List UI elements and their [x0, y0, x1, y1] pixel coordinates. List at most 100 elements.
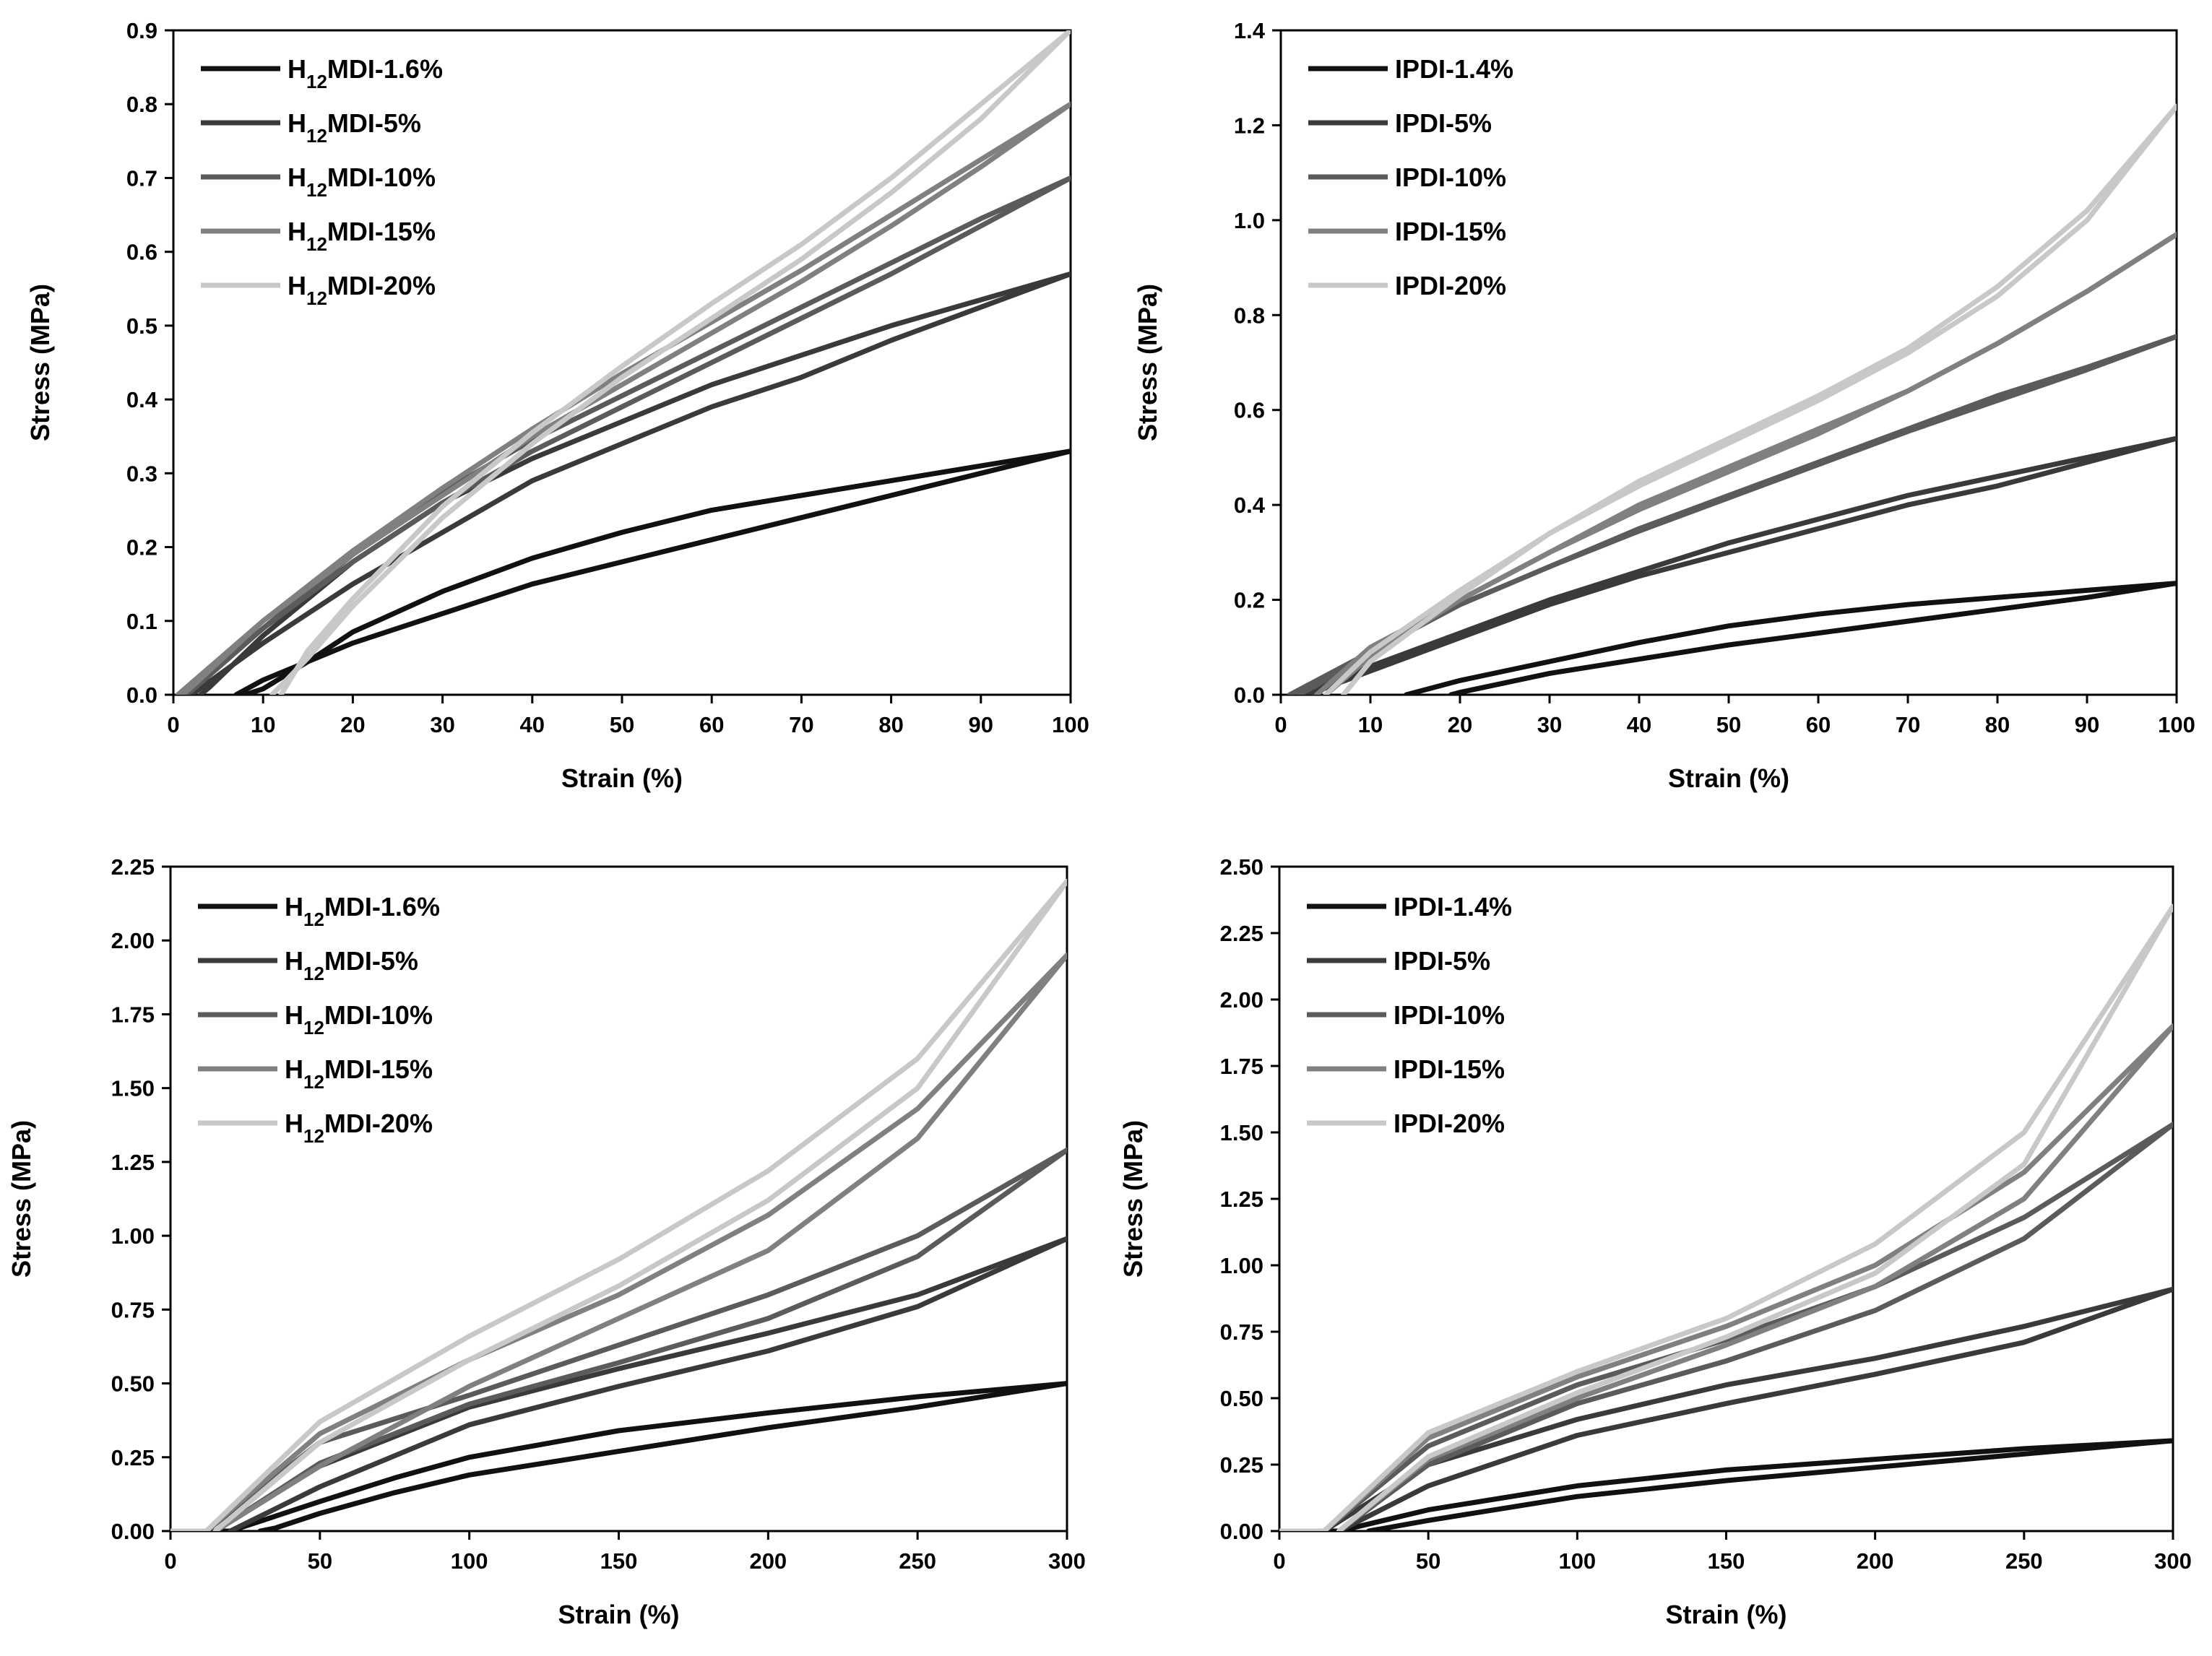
x-tick-label: 80: [1985, 712, 2010, 737]
legend-label: H12MDI-10%: [288, 162, 436, 201]
chart-svg: 0 10 20 30 40 50 60 70 80 90 100 0.0 0.1 0.2 0.3 0.4 0.5…: [25, 18, 1089, 793]
y-tick-label: 0.75: [111, 1297, 155, 1322]
x-tick-label: 300: [1048, 1548, 1086, 1574]
x-tick-label: 90: [969, 712, 993, 737]
legend-label: H12MDI-15%: [288, 217, 436, 255]
y-tick-label: 0.00: [1220, 1519, 1263, 1544]
legend-label: IPDI-10%: [1395, 162, 1506, 192]
series-line-unloading: [257, 1381, 1067, 1531]
y-tick-label: 0.25: [1220, 1452, 1263, 1478]
x-tick-label: 150: [1708, 1548, 1745, 1574]
x-tick-label: 0: [164, 1548, 176, 1574]
series-line-unloading: [1296, 334, 2177, 695]
series-line-loading: [179, 175, 1071, 695]
y-tick-label: 0.4: [1234, 493, 1266, 518]
x-tick-label: 90: [2075, 712, 2099, 737]
y-tick-label: 2.50: [1220, 854, 1263, 880]
series-line-loading: [1279, 1438, 2173, 1531]
legend-label: IPDI-20%: [1394, 1109, 1505, 1138]
x-tick-label: 40: [520, 712, 545, 737]
x-tick-label: 100: [451, 1548, 488, 1574]
y-tick-label: 0.2: [126, 535, 157, 560]
series-line-unloading: [1305, 435, 2177, 695]
y-tick-label: 1.25: [1220, 1187, 1263, 1212]
series-line-unloading: [1336, 903, 2173, 1531]
y-tick-label: 0.1: [126, 609, 157, 634]
y-tick-label: 0.9: [126, 18, 157, 43]
series-line-unloading: [212, 878, 1067, 1531]
x-tick-label: 100: [2158, 712, 2195, 737]
y-tick-label: 1.75: [111, 1002, 155, 1027]
y-tick-label: 2.25: [1220, 921, 1263, 946]
x-tick-label: 80: [878, 712, 903, 737]
legend-label: H12MDI-5%: [285, 946, 418, 984]
series-line-loading: [233, 448, 1071, 695]
x-tick-label: 50: [308, 1548, 332, 1574]
x-tick-label: 20: [1448, 712, 1472, 737]
x-axis-label: Strain (%): [1665, 1600, 1787, 1629]
x-tick-label: 70: [789, 712, 813, 737]
legend-label: H12MDI-1.6%: [288, 54, 443, 92]
y-axis-label: Stress (MPa): [1133, 284, 1162, 441]
x-tick-label: 20: [340, 712, 365, 737]
y-tick-label: 1.0: [1234, 208, 1265, 233]
series-line-loading: [170, 1381, 1067, 1531]
y-tick-label: 0.50: [1220, 1386, 1263, 1411]
x-tick-label: 50: [1716, 712, 1741, 737]
legend-label: H12MDI-15%: [285, 1054, 433, 1093]
y-tick-label: 0.0: [1234, 682, 1265, 708]
series-line-loading: [1287, 334, 2177, 695]
x-tick-label: 150: [600, 1548, 638, 1574]
legend-label: H12MDI-20%: [285, 1109, 433, 1147]
series-line-unloading: [1366, 1438, 2173, 1531]
y-tick-label: 0.75: [1220, 1319, 1263, 1345]
x-tick-label: 10: [251, 712, 275, 737]
x-tick-label: 250: [899, 1548, 936, 1574]
x-tick-label: 0: [1273, 1548, 1285, 1574]
x-tick-label: 0: [1274, 712, 1287, 737]
y-tick-label: 0.6: [126, 240, 157, 265]
y-tick-label: 1.75: [1220, 1054, 1263, 1079]
x-tick-label: 30: [1537, 712, 1562, 737]
x-tick-label: 100: [1052, 712, 1089, 737]
x-axis-label: Strain (%): [558, 1600, 679, 1629]
y-tick-label: 1.4: [1234, 18, 1266, 43]
x-tick-label: 60: [1806, 712, 1831, 737]
x-tick-label: 50: [610, 712, 634, 737]
y-axis-label: Stress (MPa): [25, 284, 55, 441]
legend-label: H12MDI-1.6%: [285, 892, 440, 930]
series-line-unloading: [1341, 103, 2177, 695]
x-tick-label: 300: [2154, 1548, 2192, 1574]
series-line-unloading: [212, 953, 1067, 1531]
legend-label: IPDI-5%: [1395, 108, 1492, 138]
series-line-loading: [170, 878, 1067, 1531]
series-line-unloading: [1336, 1286, 2173, 1531]
x-tick-label: 200: [749, 1548, 787, 1574]
chart-panel-bottom-left: 0 50 100 150 200 250 300 0.00 0.25 0.50 0.75 1.00 1.…: [0, 838, 1106, 1656]
x-tick-label: 50: [1416, 1548, 1440, 1574]
chart-panel-top-right: 0 10 20 30 40 50 60 70 80 90 100 0.0 0.2 0.4 0.6 0.8 1.0…: [1106, 0, 2212, 818]
x-axis-label: Strain (%): [1668, 763, 1789, 793]
x-tick-label: 40: [1627, 712, 1651, 737]
x-tick-label: 10: [1358, 712, 1383, 737]
series-line-unloading: [179, 175, 1071, 695]
legend-label: IPDI-1.4%: [1394, 892, 1512, 922]
series-line-unloading: [278, 30, 1071, 695]
y-tick-label: 0.5: [126, 313, 157, 339]
chart-panel-top-left: 0 10 20 30 40 50 60 70 80 90 100 0.0 0.1 0.2 0.3 0.4 0.5…: [0, 0, 1106, 818]
y-tick-label: 1.00: [111, 1223, 155, 1249]
y-tick-label: 1.50: [111, 1076, 155, 1101]
chart-panel-bottom-right: 0 50 100 150 200 250 300 0.00 0.25 0.50 0.75 1.00 1.…: [1106, 838, 2212, 1656]
y-tick-label: 1.25: [111, 1150, 155, 1175]
chart-svg: 0 50 100 150 200 250 300 0.00 0.25 0.50 0.75 1.00 1.…: [1118, 854, 2192, 1629]
y-tick-label: 0.8: [1234, 303, 1265, 328]
x-tick-label: 30: [430, 712, 454, 737]
x-tick-label: 200: [1857, 1548, 1894, 1574]
legend-label: IPDI-10%: [1394, 1000, 1505, 1030]
legend-label: IPDI-5%: [1394, 946, 1490, 976]
x-tick-label: 70: [1896, 712, 1920, 737]
y-tick-label: 1.2: [1234, 113, 1265, 138]
legend-label: IPDI-15%: [1394, 1054, 1505, 1084]
series-line-unloading: [197, 271, 1071, 695]
y-tick-label: 1.50: [1220, 1120, 1263, 1145]
